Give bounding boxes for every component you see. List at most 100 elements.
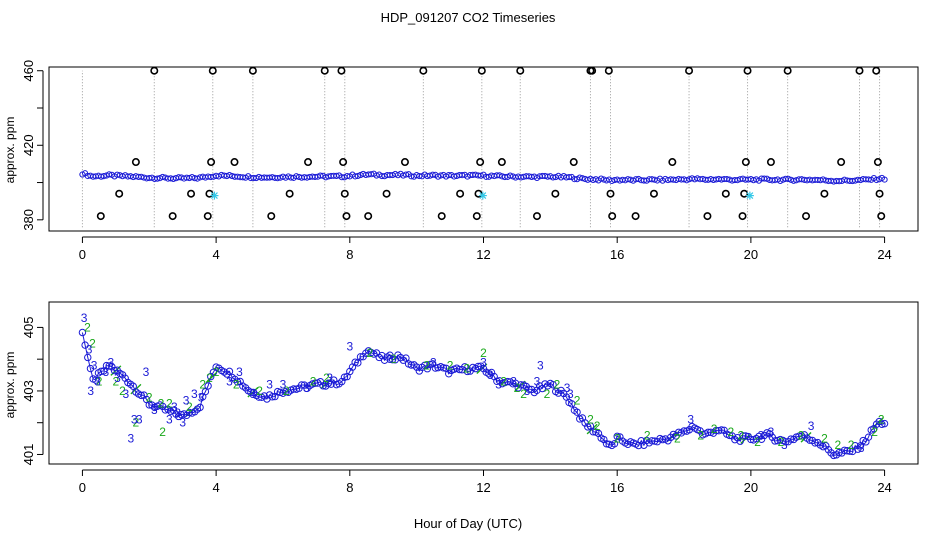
ambient-point — [613, 432, 621, 441]
ambient-point — [704, 428, 712, 437]
level-3-label: 3 — [781, 438, 788, 452]
level-3-label: 3 — [858, 441, 865, 455]
reference-point — [210, 191, 219, 200]
level-2-label: 2 — [554, 378, 561, 392]
reference-stroke — [211, 192, 218, 200]
ambient-point — [880, 419, 889, 428]
ambient-point — [102, 361, 111, 370]
ambient-point — [281, 388, 290, 396]
y-tick-label: 401 — [21, 444, 36, 466]
level-2-label: 2 — [778, 435, 785, 449]
spike-point — [516, 66, 525, 75]
ambient-point — [674, 428, 683, 436]
level-2-label: 2 — [310, 374, 317, 388]
level-3-label: 3 — [123, 387, 130, 401]
x-tick-label: 20 — [744, 247, 758, 262]
spike-point — [340, 189, 349, 198]
level-2-label: 2 — [96, 374, 103, 388]
x-tick-label: 8 — [346, 247, 353, 262]
spike-point — [456, 189, 465, 198]
level-2-label: 2 — [146, 390, 153, 404]
ambient-point — [725, 431, 734, 440]
top-calibration-lines — [81, 70, 881, 228]
ambient-point — [233, 378, 242, 386]
spike-point — [267, 212, 276, 221]
spike-point — [738, 212, 747, 221]
level-3-label: 3 — [166, 413, 173, 427]
ambient-point — [106, 171, 113, 178]
spike-point — [608, 212, 617, 221]
ambient-point — [568, 400, 576, 408]
spike-point — [551, 189, 560, 198]
ambient-point — [137, 391, 145, 400]
ambient-point — [86, 364, 95, 373]
level-3-label: 3 — [326, 371, 333, 385]
ambient-point — [819, 176, 827, 183]
spike-point — [248, 66, 257, 75]
level-3-label: 3 — [94, 374, 101, 388]
ambient-point — [658, 435, 667, 444]
level-2-label: 2 — [587, 413, 594, 427]
figure-title: HDP_091207 CO2 Timeseries — [381, 10, 556, 25]
level-3-label: 3 — [87, 384, 94, 398]
spike-point — [285, 189, 294, 198]
spike-point — [875, 189, 884, 198]
ambient-point — [247, 388, 255, 396]
x-tick-label: 4 — [212, 480, 219, 495]
ambient-point — [846, 447, 854, 455]
spike-point — [230, 158, 239, 167]
level-2-label: 2 — [878, 413, 885, 427]
spike-point — [364, 212, 373, 221]
ambient-point — [610, 440, 619, 448]
reference-point — [745, 191, 754, 200]
ambient-point — [100, 173, 107, 180]
y-tick-label: 380 — [21, 209, 36, 231]
level-3-label: 3 — [114, 371, 121, 385]
level-2-label: 2 — [423, 359, 430, 373]
x-tick-label: 16 — [610, 480, 624, 495]
level-2-label: 2 — [367, 346, 374, 360]
ambient-point — [416, 172, 423, 180]
x-tick-label: 12 — [476, 247, 490, 262]
spike-point — [342, 212, 351, 221]
ambient-point — [402, 354, 410, 362]
spike-point — [588, 66, 597, 75]
level-3-label: 3 — [510, 374, 517, 388]
level-3-label: 3 — [183, 393, 190, 407]
reference-stroke — [746, 192, 754, 200]
top-panel: approx. ppm 0 4 8 12 16 20 24 380 420 460 — [3, 60, 919, 262]
x-tick-label: 24 — [877, 247, 891, 262]
reference-stroke — [479, 192, 487, 200]
level-3-label: 3 — [537, 359, 544, 373]
level-2-label: 2 — [674, 432, 681, 446]
ambient-point — [785, 175, 792, 183]
level-3-label: 3 — [758, 428, 765, 442]
level-3-label: 3 — [687, 413, 694, 427]
spike-point — [476, 158, 485, 167]
spike-point — [668, 158, 677, 167]
x-tick-label: 8 — [346, 480, 353, 495]
ambient-point — [747, 435, 755, 444]
level-2-label: 2 — [798, 428, 805, 442]
bottom-plot-frame — [48, 301, 919, 465]
spike-point — [721, 189, 730, 198]
spike-point — [207, 158, 216, 167]
ambient-point — [565, 173, 573, 181]
spike-point — [606, 189, 615, 198]
spike-point — [382, 189, 391, 198]
level-2-label: 2 — [871, 425, 878, 439]
ambient-point — [84, 353, 92, 362]
spike-point — [337, 66, 346, 75]
level-3-label: 3 — [346, 339, 353, 353]
spike-point — [703, 212, 712, 221]
x-tick-label: 20 — [744, 480, 758, 495]
x-tick-label: 4 — [212, 247, 219, 262]
level-2-label: 2 — [390, 352, 397, 366]
spike-point — [187, 189, 196, 198]
level-2-label: 2 — [574, 393, 581, 407]
spike-point — [604, 66, 613, 75]
ambient-point — [579, 175, 586, 182]
ambient-point — [81, 341, 89, 349]
